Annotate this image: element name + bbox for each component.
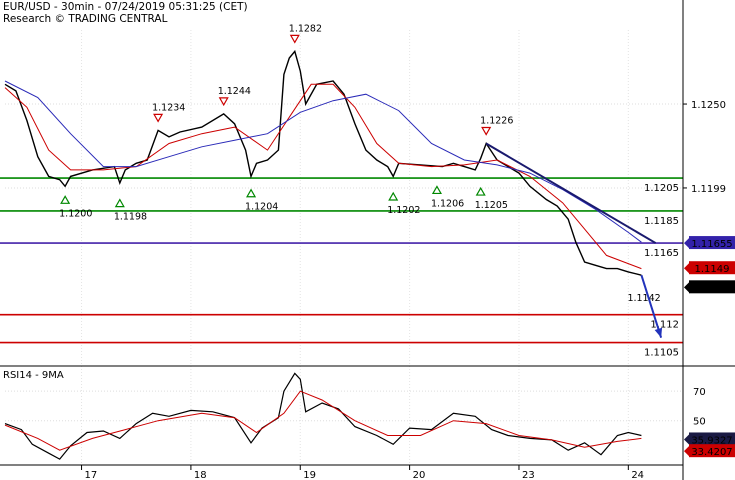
price-tag-label: 1.11459	[691, 283, 732, 294]
time-tick-label: 20	[413, 470, 426, 480]
swing-high-label: 1.1244	[218, 86, 251, 97]
swing-low-marker	[114, 198, 125, 208]
level-label: 1.1105	[644, 348, 679, 359]
rsi-ma-line	[4, 390, 642, 451]
chart-title: EUR/USD - 30min - 07/24/2019 05:31:25 (C…	[3, 1, 248, 13]
forecast-arrow-head	[654, 327, 663, 338]
swing-high-label: 1.1226	[480, 116, 513, 127]
fast-ma-line	[4, 83, 642, 270]
price-tag-pointer	[684, 263, 689, 274]
level-label: 1.1205	[644, 183, 679, 194]
swing-low-label: 1.1198	[114, 212, 147, 223]
time-tick-label: 24	[631, 470, 644, 480]
rsi-line	[4, 372, 642, 460]
forecast-arrow-shaft	[640, 274, 663, 338]
time-tick-label: 17	[85, 470, 98, 480]
swing-low-label: 1.1200	[59, 208, 92, 219]
rsi-title: RSI14 - 9MA	[3, 370, 64, 381]
swing-high-label: 1.1282	[289, 23, 322, 34]
swing-low-marker	[60, 195, 71, 204]
chart-source: Research © TRADING CENTRAL	[3, 13, 168, 25]
trendline	[485, 142, 657, 244]
swing-low-marker	[246, 188, 257, 198]
swing-high-marker	[289, 34, 300, 44]
swing-high-label: 1.1234	[152, 102, 185, 113]
swing-low-label: 1.1204	[245, 202, 278, 213]
price-tag-label: 1.11655	[691, 239, 732, 250]
level-label: 1.1185	[644, 216, 679, 227]
swing-high-marker	[218, 97, 229, 107]
slow-ma-line	[4, 80, 642, 243]
price-tick-label: 1.1199	[691, 184, 726, 195]
price-tag-pointer	[684, 238, 689, 249]
rsi-tag-pointer	[684, 446, 689, 457]
price-tick-label: 1.1250	[691, 100, 726, 111]
swing-low-marker	[388, 191, 399, 201]
price-tag-pointer	[684, 282, 689, 293]
rsi-tag-label: 35.9327	[691, 435, 732, 446]
swing-high-marker	[153, 113, 164, 123]
rsi-tag-label: 33.4207	[691, 447, 732, 458]
rsi-tag-pointer	[684, 434, 689, 445]
rsi-tick-label: 50	[693, 417, 706, 428]
level-label: 1.1165	[644, 248, 679, 259]
time-tick-label: 23	[522, 470, 535, 480]
swing-low-label: 1.1206	[431, 198, 464, 209]
swing-low-label: 1.1142	[627, 293, 660, 304]
level-label: 1.112	[650, 320, 679, 331]
swing-low-marker	[431, 185, 442, 195]
rsi-value-tag	[689, 432, 735, 446]
time-tick-label: 19	[303, 470, 316, 480]
swing-high-marker	[481, 126, 492, 136]
price-line	[4, 49, 642, 276]
price-tag	[689, 236, 735, 250]
rsi-tick-label: 70	[693, 387, 706, 398]
price-tag	[689, 261, 735, 275]
swing-low-label: 1.1202	[387, 205, 420, 216]
price-tag	[689, 280, 735, 294]
swing-low-marker	[475, 186, 486, 196]
swing-low-label: 1.1205	[475, 200, 508, 211]
rsi-value-tag	[689, 444, 735, 458]
price-tag-label: 1.1149	[695, 264, 730, 275]
time-tick-label: 18	[194, 470, 207, 480]
